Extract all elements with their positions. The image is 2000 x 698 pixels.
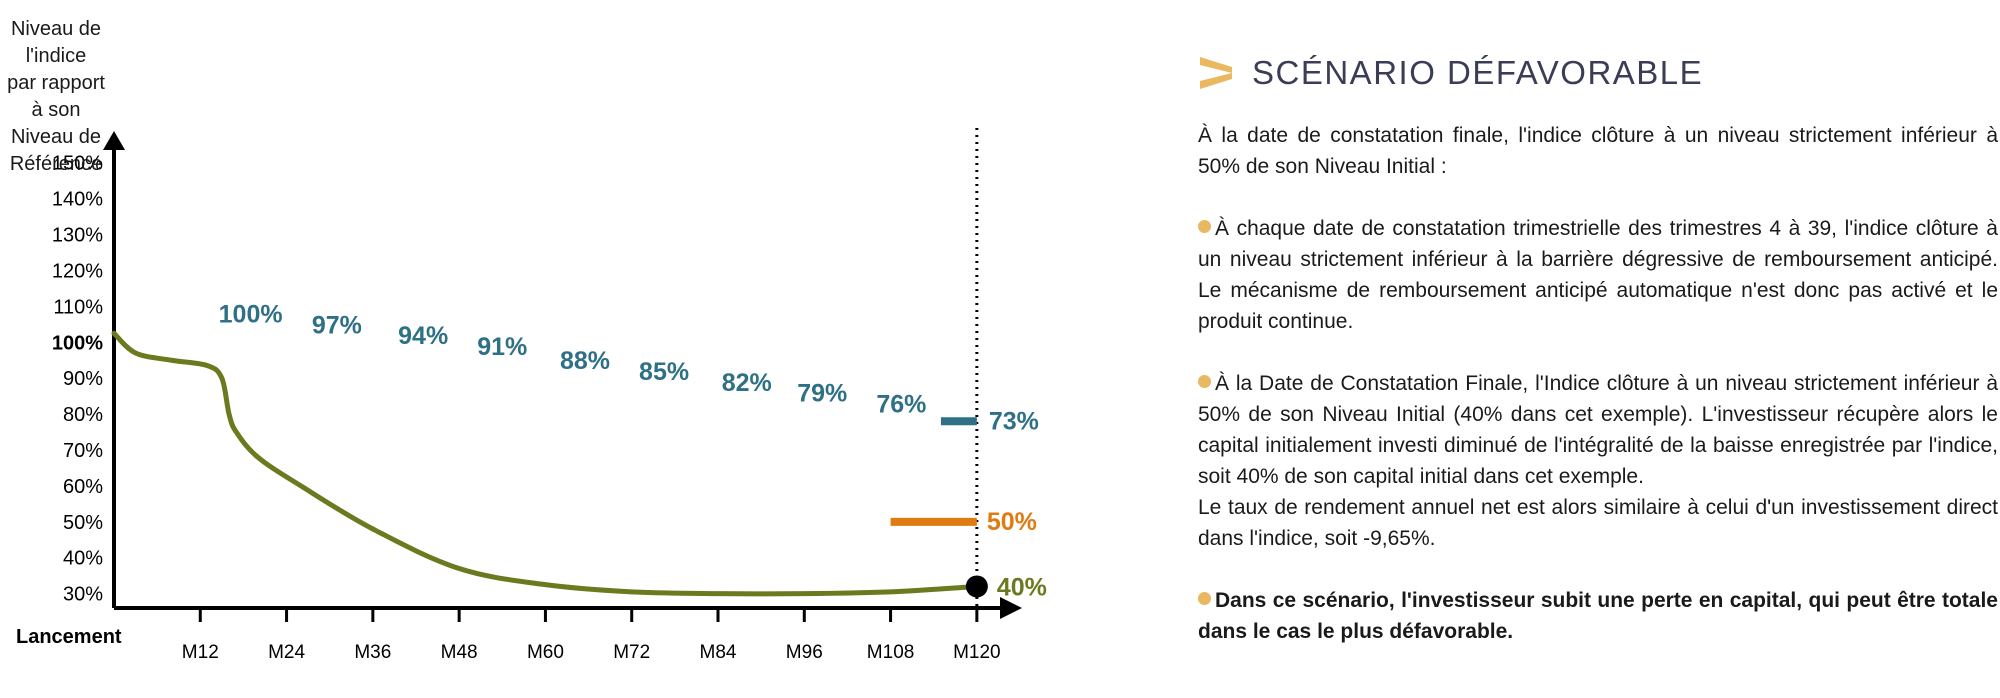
bullet-item: Dans ce scénario, l'investisseur subit u… [1198,585,1998,647]
y-tick-label: 110% [53,296,103,318]
x-axis-title: Lancement [16,626,122,648]
y-tick-label: 80% [63,404,103,426]
intro-text: À la date de constatation finale, l'indi… [1198,124,1998,178]
y-tick-label: 90% [63,368,103,390]
y-tick-label: 60% [63,476,103,498]
bullet-text: À chaque date de constatation trimestrie… [1198,217,1998,333]
bullet-dot-icon [1198,375,1211,388]
y-axis-title-line: Référence [9,153,103,175]
y-axis-arrow-icon [103,131,125,150]
y-tick-label: 30% [63,584,103,606]
y-axis-title-line: Niveau de [10,126,102,148]
y-tick-label: 100% [52,332,103,354]
panel-title: SCÉNARIO DÉFAVORABLE [1252,54,1704,91]
barrier-label: 85% [639,358,689,386]
barrier-label: 100% [219,301,283,329]
y-axis-title: Niveau de l'indice par rapport à son Niv… [0,16,112,178]
final-value-label: 40% [997,573,1047,601]
x-axis-arrow-icon [1000,597,1022,619]
y-tick-label: 70% [63,440,103,462]
index-line [111,330,980,597]
y-axis-title-line: Niveau de l'indice [10,18,102,67]
x-tick-label: M60 [527,642,564,663]
y-tick-label: 130% [52,225,103,247]
bullet-item: À la Date de Constatation Finale, l'Indi… [1198,368,1998,492]
barrier-label: 88% [560,347,610,375]
x-tick-label: M48 [441,642,478,663]
chevron-logo-icon [1200,57,1232,89]
final-point-marker [965,575,988,598]
line-chart: 30% 40% 50% 60% 70% 80% 90% 100% 110% 120% 130% 140… [16,128,1047,663]
barrier-label: 76% [876,390,926,418]
final-barrier-label: 73% [989,407,1039,435]
y-tick-label: 50% [63,512,103,534]
x-tick-label: M108 [867,642,915,663]
y-tick-label: 120% [52,260,103,282]
barrier-label: 97% [312,311,362,339]
capital-barrier-label: 50% [987,508,1037,536]
bullet-dot-icon [1198,220,1211,233]
y-tick-label: 140% [52,189,103,211]
bullet-text: Dans ce scénario, l'investisseur subit u… [1198,589,1998,643]
y-axis-title-line: par rapport à son [7,72,105,121]
barrier-label: 94% [398,322,448,350]
x-tick-label: M96 [786,642,823,663]
x-tick-label: M120 [953,642,1001,663]
x-tick-label: M84 [700,642,737,663]
bullet-text: À la Date de Constatation Finale, l'Indi… [1198,372,1998,488]
bullet-item: À chaque date de constatation trimestrie… [1198,213,1998,337]
scenario-panel: SCÉNARIO DÉFAVORABLE À la date de consta… [1198,50,1998,647]
y-tick-label: 40% [63,548,103,570]
x-tick-label: M72 [613,642,650,663]
x-tick-label: M24 [268,642,305,663]
bullet-dot-icon [1198,592,1211,605]
panel-header: SCÉNARIO DÉFAVORABLE [1198,50,1998,96]
barrier-label: 91% [477,333,527,361]
bullet-follow-text: Le taux de rendement annuel net est alor… [1198,496,1998,550]
x-tick-label: M36 [354,642,391,663]
y-tick-label: 150% [52,153,103,175]
barrier-label: 79% [797,380,847,408]
barrier-label: 82% [722,369,772,397]
x-tick-label: M12 [182,642,219,663]
